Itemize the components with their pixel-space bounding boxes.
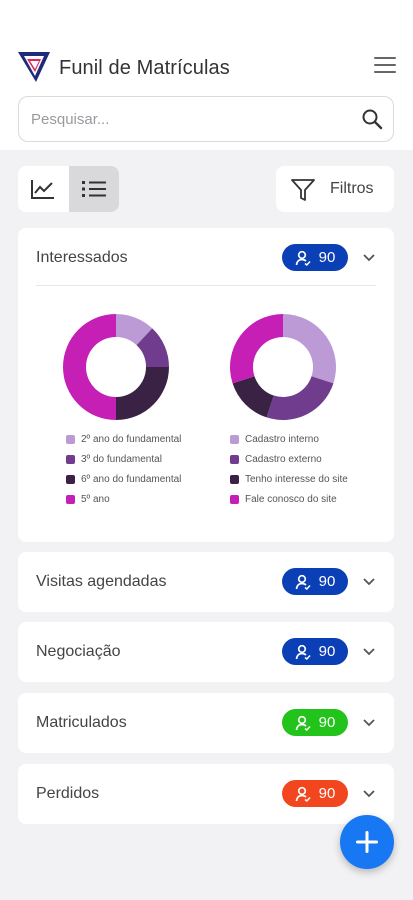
legend-item: 3º do fundamental xyxy=(66,449,181,469)
stage-count: 90 xyxy=(318,573,336,590)
pie-slice-2 xyxy=(232,376,274,418)
chevron-down-icon[interactable] xyxy=(361,786,377,802)
legend-item: Fale conosco do site xyxy=(230,489,348,509)
stage-card-interessados: Interessados 90 2º ano do fundamental 3º… xyxy=(18,228,394,542)
legend-label: 3º do fundamental xyxy=(81,453,162,465)
legend-item: Cadastro externo xyxy=(230,449,348,469)
legend-swatch xyxy=(66,474,75,484)
list-view-button[interactable] xyxy=(69,166,119,212)
chevron-down-icon[interactable] xyxy=(361,715,377,731)
stage-title: Visitas agendadas xyxy=(36,573,167,590)
chevron-down-icon[interactable] xyxy=(361,574,377,590)
chart-view-button[interactable] xyxy=(18,166,68,212)
legend-label: 2º ano do fundamental xyxy=(81,433,182,445)
legend-swatch xyxy=(66,454,75,464)
pie-slice-2 xyxy=(116,367,169,420)
line-chart-icon xyxy=(31,180,54,199)
pie-slice-3 xyxy=(230,314,283,384)
stage-title: Perdidos xyxy=(36,785,100,802)
legend-swatch xyxy=(230,454,239,464)
legend-swatch xyxy=(230,434,239,444)
stage-card-visitas-agendadas[interactable]: Visitas agendadas 90 xyxy=(18,552,394,612)
legend-item: 2º ano do fundamental xyxy=(66,429,181,449)
chevron-down-icon[interactable] xyxy=(361,250,377,266)
stage-card-perdidos[interactable]: Perdidos 90 xyxy=(18,764,394,824)
user-icon xyxy=(295,715,311,731)
brand-logo-icon xyxy=(18,52,50,82)
pie-chart-school-year xyxy=(63,314,169,420)
divider xyxy=(36,285,376,286)
legend-item: Tenho interesse do site xyxy=(230,469,348,489)
legend-lead-source: Cadastro interno Cadastro externo Tenho … xyxy=(230,429,348,509)
stage-count-badge: 90 xyxy=(282,244,348,271)
search-input[interactable] xyxy=(31,97,351,141)
pie-slice-3 xyxy=(63,314,116,420)
legend-label: 6º ano do fundamental xyxy=(81,473,182,485)
legend-swatch xyxy=(230,474,239,484)
stage-title: Negociação xyxy=(36,643,121,660)
legend-swatch xyxy=(230,494,239,504)
list-icon xyxy=(82,181,106,197)
stage-count: 90 xyxy=(318,249,336,266)
legend-item: Cadastro interno xyxy=(230,429,348,449)
legend-item: 5º ano xyxy=(66,489,181,509)
legend-swatch xyxy=(66,434,75,444)
user-icon xyxy=(295,644,311,660)
hamburger-menu-icon[interactable] xyxy=(374,57,396,77)
stage-count-badge: 90 xyxy=(282,709,348,736)
stage-count-badge: 90 xyxy=(282,638,348,665)
app-header: Funil de Matrículas xyxy=(0,0,413,150)
legend-swatch xyxy=(66,494,75,504)
pie-slice-0 xyxy=(283,314,336,384)
legend-label: Cadastro externo xyxy=(245,453,322,465)
stage-count-badge: 90 xyxy=(282,568,348,595)
stage-count: 90 xyxy=(318,785,336,802)
add-fab-button[interactable] xyxy=(340,815,394,869)
pie-slice-1 xyxy=(266,376,334,420)
legend-school-year: 2º ano do fundamental 3º do fundamental … xyxy=(66,429,181,509)
view-toggle xyxy=(18,166,119,212)
legend-item: 6º ano do fundamental xyxy=(66,469,181,489)
legend-label: Fale conosco do site xyxy=(245,493,337,505)
stage-card-negociacao[interactable]: Negociação 90 xyxy=(18,622,394,682)
legend-label: Tenho interesse do site xyxy=(245,473,348,485)
user-icon xyxy=(295,574,311,590)
plus-icon xyxy=(356,831,378,853)
stage-title: Matriculados xyxy=(36,714,127,731)
stage-title: Interessados xyxy=(36,249,128,266)
stage-card-matriculados[interactable]: Matriculados 90 xyxy=(18,693,394,753)
user-icon xyxy=(295,250,311,266)
page-title: Funil de Matrículas xyxy=(59,57,230,79)
legend-label: 5º ano xyxy=(81,493,110,505)
stage-count: 90 xyxy=(318,714,336,731)
filter-label: Filtros xyxy=(330,180,374,197)
funnel-icon xyxy=(291,179,315,201)
chevron-down-icon[interactable] xyxy=(361,644,377,660)
stage-count: 90 xyxy=(318,643,336,660)
pie-slice-1 xyxy=(136,328,169,367)
legend-label: Cadastro interno xyxy=(245,433,319,445)
pie-chart-lead-source xyxy=(230,314,336,420)
search-icon[interactable] xyxy=(361,108,383,130)
user-icon xyxy=(295,786,311,802)
filter-button[interactable]: Filtros xyxy=(276,166,394,212)
search-bar xyxy=(18,96,394,142)
stage-count-badge: 90 xyxy=(282,780,348,807)
pie-slice-0 xyxy=(116,314,153,346)
